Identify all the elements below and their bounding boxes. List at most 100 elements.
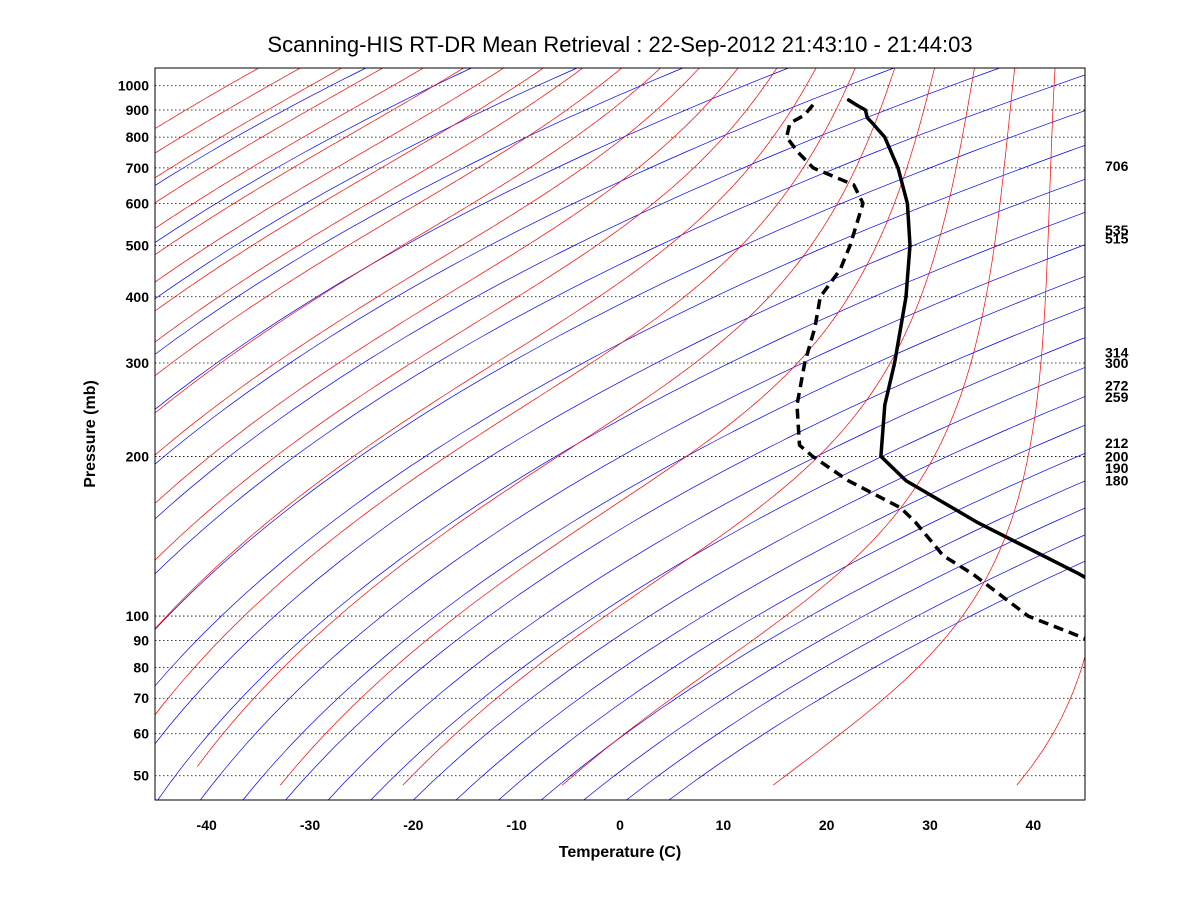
mixing-ratio-line — [1085, 800, 1200, 805]
plot-frame — [154, 67, 1086, 801]
y-tick-1000: 1000 — [118, 78, 149, 94]
dry-adiabat — [155, 68, 683, 355]
moist-adiabat — [155, 68, 343, 179]
mixing-ratio-line — [0, 800, 758, 805]
y-tick-70: 70 — [133, 690, 149, 706]
mixing-ratio-line — [0, 800, 397, 805]
right-label-535: 535 — [1105, 222, 1129, 238]
right-label-300: 300 — [1105, 355, 1129, 371]
mixing-ratio-line — [103, 800, 965, 805]
mixing-ratio-line — [1059, 799, 1085, 800]
mixing-ratio-line — [0, 800, 423, 805]
x-tick-0: 0 — [616, 817, 624, 833]
right-label-272: 272 — [1105, 378, 1129, 394]
mixing-ratio-line — [0, 800, 474, 805]
mixing-ratio-line — [800, 799, 851, 800]
right-label-515: 515 — [1105, 231, 1129, 247]
y-tick-labels: 50 60 70 80 90 100 200 300 400 500 600 700 800 900 100… — [118, 78, 149, 784]
mixing-ratio-line — [826, 799, 877, 800]
moist-adiabat — [402, 68, 975, 786]
y-tick-100: 100 — [126, 608, 150, 624]
mixing-ratio-line — [0, 800, 603, 805]
dry-adiabat — [285, 306, 1085, 800]
mixing-ratio-line — [0, 800, 810, 805]
mixing-ratio-line — [1137, 800, 1200, 805]
mixing-ratio-line — [0, 800, 655, 805]
mixing-ratio-line — [723, 799, 774, 800]
moist-adiabat — [155, 68, 544, 312]
mixing-ratio-line — [0, 800, 526, 805]
dry-adiabat — [370, 367, 1085, 800]
mixing-ratio-line — [0, 800, 862, 805]
pressure-gridlines — [155, 85, 1085, 777]
mixing-ratio-line — [258, 799, 309, 800]
x-tick--40: -40 — [197, 817, 217, 833]
mixing-ratio-line — [0, 800, 448, 805]
y-tick-600: 600 — [126, 195, 150, 211]
dry-adiabat — [157, 211, 1085, 800]
mixing-ratio-line — [775, 799, 825, 800]
right-label-180: 180 — [1105, 473, 1129, 489]
right-label-212: 212 — [1105, 435, 1129, 451]
x-tick-labels: -40 -30 -20 -10 0 10 20 30 40 — [197, 817, 1042, 833]
moist-adiabat — [155, 68, 817, 630]
mixing-ratio-line — [0, 800, 681, 805]
mixing-ratio-line — [490, 799, 541, 800]
moist-adiabat — [155, 68, 465, 256]
mixing-ratio-line — [697, 799, 748, 800]
dry-adiabat — [155, 74, 1085, 575]
mixing-ratio-line — [749, 799, 799, 800]
thermodynamic-background-lines — [0, 68, 1200, 805]
moist-adiabat — [155, 68, 301, 154]
mixing-ratio-line — [0, 800, 733, 805]
mixing-ratio-line — [0, 800, 500, 805]
mixing-ratio-line — [155, 799, 179, 800]
dry-adiabat — [155, 68, 578, 300]
mixing-ratio-line — [413, 799, 464, 800]
dry-adiabat — [242, 275, 1085, 800]
moist-adiabat — [155, 68, 260, 129]
mixing-ratio-line — [180, 799, 231, 800]
moist-adiabat — [772, 68, 1056, 786]
dry-adiabat — [199, 244, 1085, 800]
y-tick-300: 300 — [126, 355, 150, 371]
dry-adiabat — [668, 560, 1085, 800]
mixing-ratio-line — [387, 799, 438, 800]
moist-adiabat — [155, 68, 778, 561]
mixing-ratio-line — [645, 799, 696, 800]
mixing-ratio-line — [0, 800, 707, 805]
x-tick--10: -10 — [507, 817, 527, 833]
dry-adiabat — [155, 145, 1085, 687]
moist-adiabat — [155, 68, 384, 204]
sounding-series — [784, 98, 1085, 641]
y-tick-200: 200 — [126, 448, 150, 464]
dry-adiabat — [155, 68, 789, 410]
temperature-profile-line — [846, 98, 1085, 580]
dry-adiabat — [412, 396, 1085, 800]
mixing-ratio-line — [284, 799, 334, 800]
mixing-ratio-line — [1007, 799, 1058, 800]
y-tick-50: 50 — [133, 768, 149, 784]
mixing-ratio-line — [955, 799, 1006, 800]
dry-adiabat — [155, 110, 1085, 630]
dry-adiabat — [155, 178, 1085, 745]
mixing-ratio-line — [930, 799, 980, 800]
x-tick-10: 10 — [716, 817, 732, 833]
dry-adiabat — [155, 68, 472, 243]
right-label-259: 259 — [1105, 389, 1129, 405]
y-tick-80: 80 — [133, 659, 149, 675]
dewpoint-profile-line — [784, 103, 1085, 641]
mixing-ratio-line — [232, 799, 283, 800]
dry-adiabat — [155, 68, 367, 186]
dry-adiabat — [155, 68, 1000, 520]
x-axis-label: Temperature (C) — [559, 844, 681, 861]
y-tick-700: 700 — [126, 160, 150, 176]
mixing-ratio-line — [0, 800, 578, 805]
mixing-ratio-line — [0, 800, 784, 805]
dry-adiabat — [540, 480, 1085, 800]
moist-adiabat — [155, 68, 739, 504]
moist-adiabat — [155, 68, 424, 229]
x-tick-20: 20 — [819, 817, 835, 833]
